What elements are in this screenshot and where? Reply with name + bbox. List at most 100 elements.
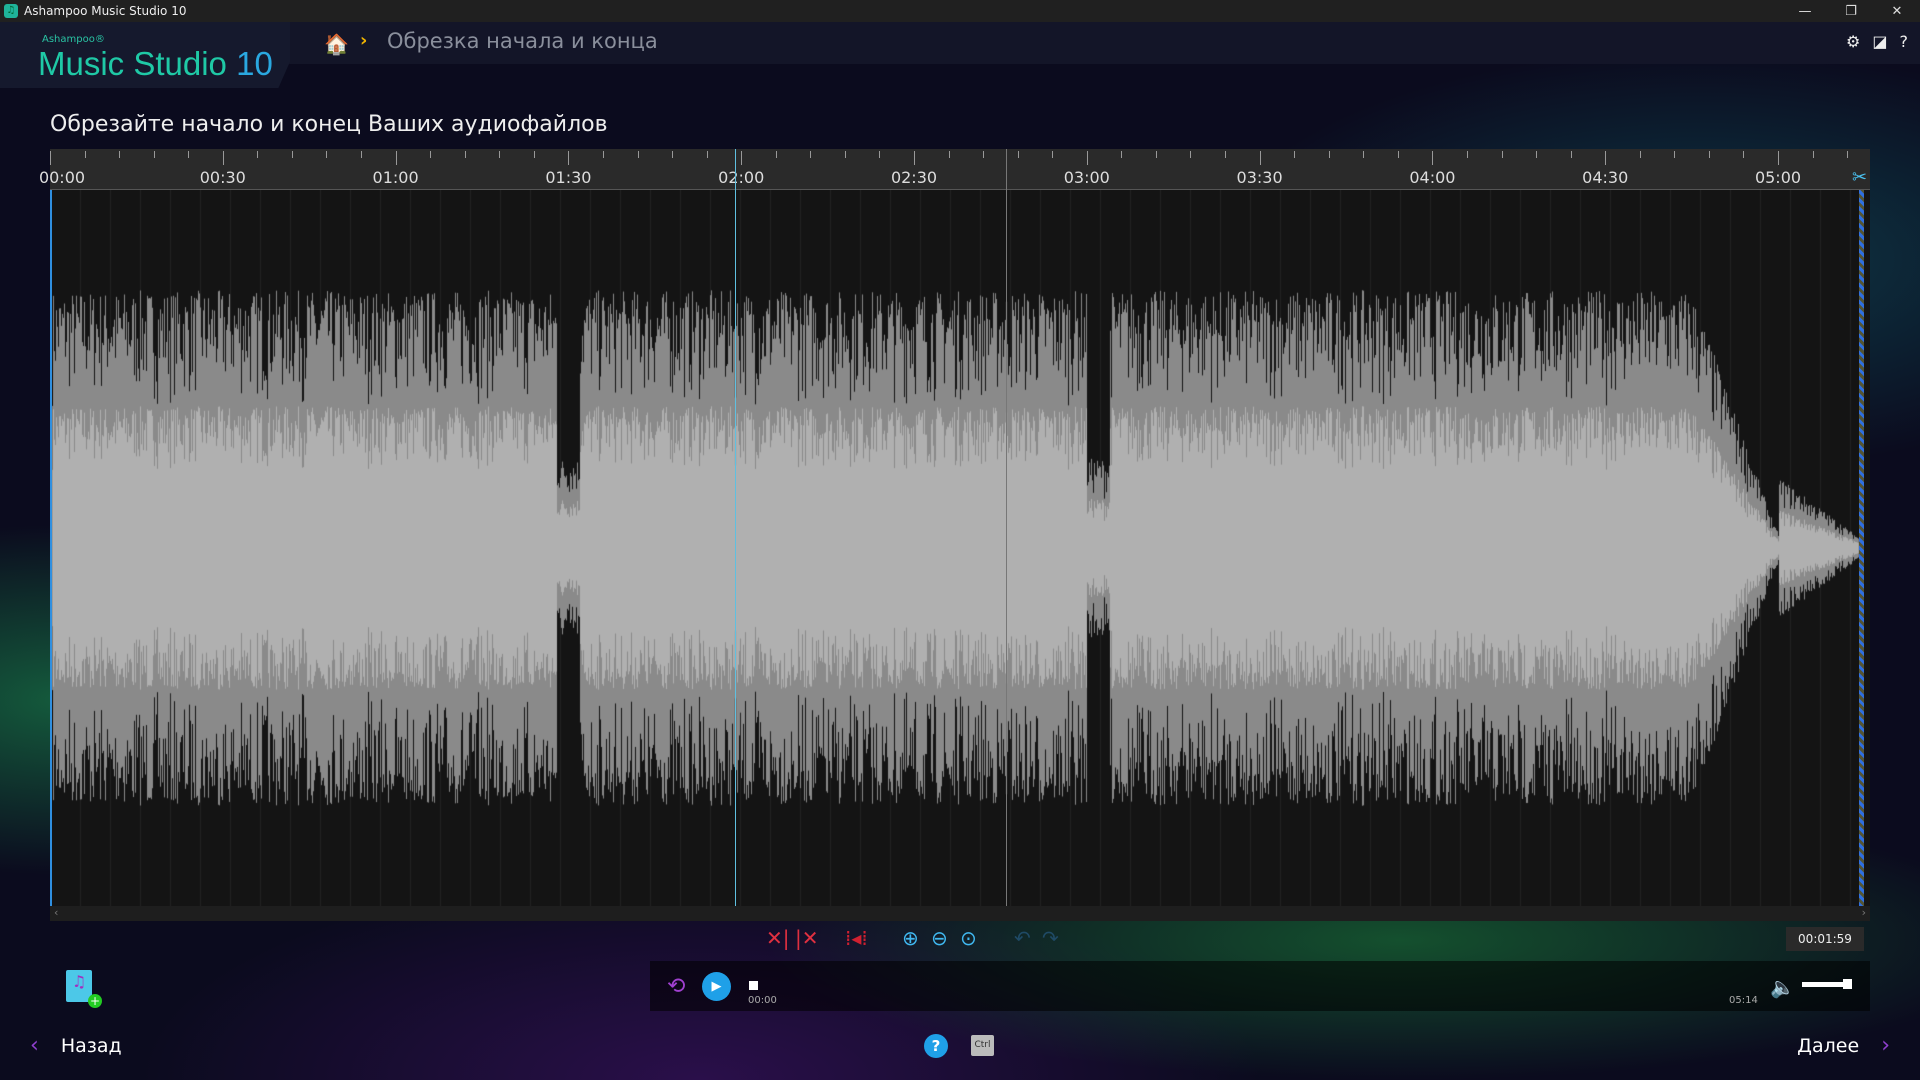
- ruler-tick: [1536, 151, 1538, 158]
- ruler-tick: [1847, 151, 1849, 158]
- home-icon[interactable]: 🏠: [324, 32, 349, 56]
- minimize-button[interactable]: —: [1798, 3, 1812, 19]
- ruler-label: 01:30: [545, 168, 592, 187]
- volume-slider[interactable]: [1802, 982, 1852, 987]
- loop-icon[interactable]: ⟲: [667, 974, 686, 999]
- ruler-tick: [1639, 151, 1641, 158]
- cut-before-icon[interactable]: ✕|: [766, 926, 790, 950]
- ruler-label: 02:30: [890, 168, 938, 187]
- ruler-tick: [568, 151, 570, 165]
- ctrl-key-button[interactable]: Ctrl: [971, 1035, 994, 1056]
- next-button[interactable]: Далее ›: [1797, 1033, 1890, 1058]
- ruler-tick: [50, 151, 51, 165]
- trim-start-handle[interactable]: [50, 190, 52, 906]
- speaker-icon[interactable]: 🔈: [1770, 975, 1795, 999]
- horizontal-scrollbar[interactable]: ‹ ›: [50, 906, 1870, 921]
- waveform[interactable]: [50, 190, 1870, 906]
- ruler-tick: [361, 151, 363, 158]
- plus-icon: +: [88, 994, 102, 1008]
- next-label: Далее: [1797, 1034, 1860, 1057]
- ruler-tick: [1259, 151, 1261, 165]
- hover-cursor-line: [1006, 149, 1008, 906]
- back-button[interactable]: ‹ Назад: [30, 1033, 122, 1058]
- ruler-tick: [533, 151, 535, 158]
- gear-icon[interactable]: ⚙: [1846, 32, 1861, 51]
- skin-icon[interactable]: ◪: [1872, 32, 1888, 51]
- ruler-tick: [706, 151, 708, 158]
- ruler-tick: [1397, 151, 1399, 158]
- ruler-tick: [291, 151, 293, 158]
- ruler-tick: [84, 151, 86, 158]
- ruler-tick: [1328, 151, 1330, 158]
- transport-start-time: 00:00: [748, 995, 777, 1006]
- undo-icon[interactable]: ↶: [1014, 926, 1031, 950]
- ruler-tick: [810, 151, 812, 158]
- ruler-tick: [1363, 151, 1365, 158]
- ruler-tick: [1052, 151, 1054, 158]
- ruler-label: 05:00: [1754, 168, 1802, 187]
- transport-bar: [650, 961, 1870, 1011]
- chevron-left-icon: ‹: [30, 1033, 39, 1058]
- ruler-tick: [775, 151, 777, 158]
- ruler-tick: [326, 151, 328, 158]
- window-title: Ashampoo Music Studio 10: [24, 4, 187, 18]
- logo-brand: Ashampoo®: [42, 34, 105, 45]
- redo-icon[interactable]: ↷: [1042, 926, 1059, 950]
- maximize-button[interactable]: ❐: [1845, 3, 1857, 19]
- waveform-editor[interactable]: 00:00 00:30 01:00 01:30 02:00 02:30 03:00 03:30…: [39, 149, 1870, 906]
- ruler-tick: [1190, 151, 1192, 158]
- scroll-right-icon[interactable]: ›: [1861, 906, 1866, 919]
- ruler-tick: [1086, 151, 1088, 165]
- ruler-tick: [1501, 151, 1503, 158]
- ruler-tick: [1778, 151, 1779, 165]
- help-icon[interactable]: ?: [1899, 32, 1909, 51]
- ruler-label: 03:00: [1063, 168, 1110, 187]
- ruler-label: 03:30: [1236, 168, 1283, 187]
- music-file-icon: ♫: [71, 972, 87, 991]
- scroll-left-icon[interactable]: ‹: [54, 906, 59, 919]
- logo-version: 10: [236, 45, 273, 82]
- ruler-tick: [395, 151, 397, 165]
- ruler-tick: [983, 151, 985, 158]
- help-button[interactable]: ?: [924, 1034, 948, 1058]
- ruler-tick: [1432, 151, 1434, 165]
- stop-button[interactable]: [749, 981, 758, 990]
- ruler-tick: [1605, 151, 1607, 165]
- ruler-tick: [1466, 151, 1468, 158]
- ruler-tick: [914, 151, 915, 165]
- scissors-icon[interactable]: ✂: [1852, 167, 1868, 188]
- ruler-tick: [188, 151, 190, 158]
- zoom-in-icon[interactable]: ⊕: [902, 926, 919, 950]
- trim-end-handle[interactable]: [1859, 190, 1864, 906]
- time-ruler[interactable]: 00:00 00:30 01:00 01:30 02:00 02:30 03:00 03:30…: [39, 149, 1870, 190]
- volume-slider-knob[interactable]: [1843, 979, 1852, 989]
- ruler-tick: [1743, 151, 1745, 158]
- ruler-tick: [672, 151, 674, 158]
- transport-end-time: 05:14: [1729, 995, 1758, 1006]
- close-button[interactable]: ✕: [1891, 3, 1903, 19]
- back-label: Назад: [60, 1034, 122, 1057]
- ruler-tick: [844, 151, 846, 158]
- add-file-button[interactable]: [66, 970, 92, 1002]
- ruler-label: 01:00: [372, 168, 419, 187]
- playhead[interactable]: [735, 149, 737, 906]
- ruler-tick: [1017, 151, 1019, 158]
- ruler-tick: [464, 151, 466, 158]
- logo-product: Music Studio 10: [38, 47, 273, 80]
- ruler-tick: [948, 151, 950, 158]
- zoom-out-icon[interactable]: ⊖: [931, 926, 948, 950]
- zoom-reset-icon[interactable]: ⊙: [960, 926, 977, 950]
- ruler-tick: [1294, 151, 1296, 158]
- ruler-tick: [1121, 151, 1123, 158]
- play-button[interactable]: ▶: [702, 972, 731, 1001]
- ruler-tick: [1225, 151, 1227, 158]
- cut-after-icon[interactable]: |✕: [795, 926, 819, 950]
- ruler-label: 02:00: [718, 168, 765, 187]
- ruler-tick: [879, 151, 881, 158]
- ruler-tick: [1570, 151, 1572, 158]
- chevron-right-icon: ›: [360, 30, 368, 51]
- ruler-tick: [499, 151, 501, 158]
- ruler-tick: [153, 151, 155, 158]
- ruler-tick: [602, 151, 604, 158]
- silence-icon[interactable]: ⁞◂⁞: [845, 926, 868, 950]
